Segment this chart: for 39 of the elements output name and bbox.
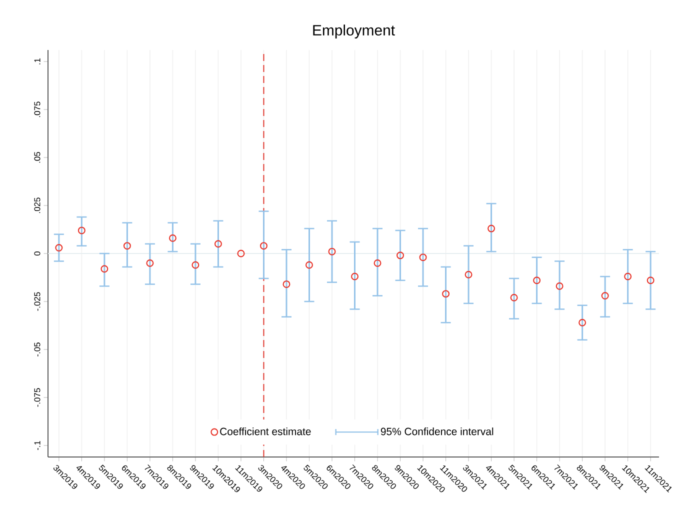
point: [55, 244, 63, 252]
point: [556, 282, 564, 290]
y-tick-label: 0: [34, 251, 40, 256]
y-tick-label: .025: [34, 198, 40, 213]
point: [282, 280, 290, 288]
y-tick-label: -.1: [34, 440, 40, 450]
chart-title: Employment: [313, 24, 395, 38]
point: [305, 261, 313, 269]
point: [123, 242, 131, 250]
point: [237, 250, 245, 258]
point: [146, 259, 154, 267]
point: [419, 254, 427, 262]
y-tick-label: -.05: [34, 342, 40, 356]
point: [442, 290, 450, 298]
y-tick-label: -.025: [34, 292, 40, 311]
point: [214, 240, 222, 248]
y-tick-label: .1: [34, 58, 40, 64]
point: [533, 276, 541, 284]
point: [192, 261, 200, 269]
point: [100, 265, 108, 273]
point: [646, 276, 654, 284]
point: [328, 248, 336, 256]
point: [624, 272, 632, 280]
point: [464, 270, 472, 278]
y-tick-label: .05: [34, 152, 40, 163]
point: [578, 318, 586, 326]
point: [396, 252, 404, 260]
point: [78, 226, 86, 234]
y-tick-label: .075: [34, 102, 40, 117]
legend-label: Coefficient estimate: [220, 428, 311, 436]
y-tick-label: -.075: [34, 388, 40, 407]
point: [488, 224, 496, 232]
point: [168, 234, 176, 242]
point: [510, 294, 518, 302]
point: [351, 272, 359, 280]
point: [374, 259, 382, 267]
point: [260, 242, 268, 250]
point: [601, 292, 609, 300]
annotation: 95% Confidence interval: [380, 428, 494, 436]
